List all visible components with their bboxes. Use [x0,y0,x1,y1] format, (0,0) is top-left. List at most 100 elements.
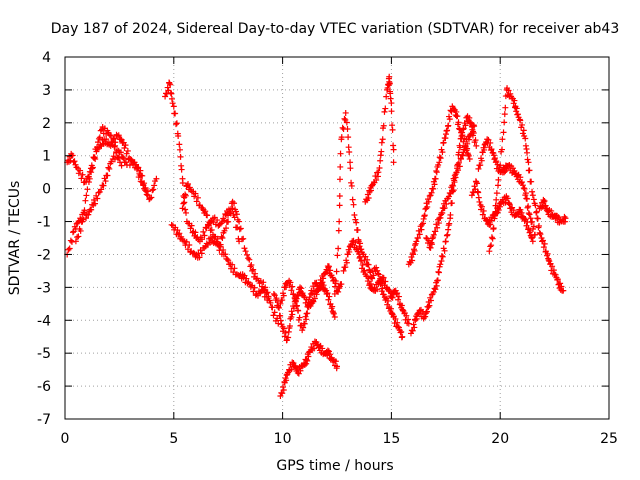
data-point [342,109,349,116]
x-tick-label: 15 [382,431,400,447]
data-point [540,198,547,205]
data-point-interp [229,261,236,268]
data-point-interp [267,299,274,306]
data-point-interp [246,256,253,263]
data-point [562,215,569,222]
data-point-interp [114,154,121,161]
data-point-interp [493,190,500,197]
data-point-interp [302,313,309,320]
data-point-interp [411,324,418,331]
data-point-interp [428,297,435,304]
data-point [375,169,382,176]
data-point [473,142,480,149]
data-point-interp [504,195,511,202]
data-point [175,132,182,139]
data-point-interp [444,231,451,238]
data-point-interp [447,211,454,218]
data-point-interp [252,270,259,277]
data-point-interp [78,175,85,182]
y-tick-label: -3 [37,280,51,296]
data-point-interp [115,132,122,139]
data-point-interp [548,207,555,214]
data-point-interp [287,279,294,286]
data-point-interp [357,253,364,260]
x-tick-label: 0 [61,431,70,447]
data-point [347,159,354,166]
data-point-interp [529,188,536,195]
data-point-interp [460,138,467,145]
data-point [72,238,79,245]
data-point-interp [240,235,247,242]
data-point [471,123,478,130]
data-point-interp [126,162,133,169]
data-point-interp [192,190,199,197]
data-point-interp [373,177,380,184]
data-point-interp [79,171,86,178]
data-point [353,244,360,251]
data-point-interp [123,150,130,157]
data-point-interp [336,193,343,199]
data-point-interp [487,221,494,228]
data-point [275,304,282,311]
data-point-interp [277,317,284,324]
data-point-interp [403,312,410,319]
data-point-interp [387,95,394,102]
data-point [331,290,338,297]
data-point-interp [426,302,433,309]
data-point-interp [167,81,174,88]
data-point-interp [303,316,310,323]
data-point-interp [503,165,510,172]
data-point-interp [493,196,500,203]
data-point-interp [488,234,495,241]
data-point-interp [541,197,548,204]
data-point-interp [392,315,399,322]
data-point [490,211,497,218]
data-point-interp [71,158,78,165]
data-point-interp [367,280,374,287]
data-point-interp [143,188,150,195]
data-point-interp [421,212,428,219]
data-point-interp [282,329,289,336]
data-point-interp [529,226,536,233]
data-point [525,159,532,166]
data-point-interp [286,322,293,329]
data-point-interp [424,203,431,210]
data-point [473,179,480,186]
data-point-interp [481,146,488,153]
data-point-interp [428,189,435,196]
data-point-interp [420,220,427,227]
data-point-interp [439,253,446,260]
data-point-interp [520,185,527,192]
data-point-interp [300,324,307,331]
data-point-interp [178,166,185,173]
data-point-interp [526,167,533,174]
data-point-interp [325,296,332,303]
data-point [529,192,536,199]
data-point [529,238,536,245]
data-point-interp [353,219,360,226]
data-point-interp [150,186,157,193]
data-point-interp [358,257,365,264]
data-point-interp [377,157,384,164]
data-point-interp [196,254,203,261]
data-point-interp [198,250,205,257]
data-point-interp [435,269,442,276]
data-point-interp [388,108,395,115]
data-point-interp [487,139,494,146]
data-point-interp [200,228,207,235]
data-point-interp [500,129,507,136]
data-point-interp [462,143,469,150]
data-point-interp [364,278,371,285]
data-point-interp [177,153,184,160]
data-point-interp [304,357,311,364]
data-point-interp [514,111,521,118]
data-point-interp [530,196,537,203]
x-tick-label: 5 [169,431,178,447]
data-point-interp [283,372,290,379]
chart-title: Day 187 of 2024, Sidereal Day-to-day VTE… [51,21,620,37]
data-point-interp [75,170,82,177]
data-point-interp [332,358,339,365]
data-point-interp [346,248,353,255]
data-point-interp [94,139,101,146]
data-point-interp [439,149,446,156]
